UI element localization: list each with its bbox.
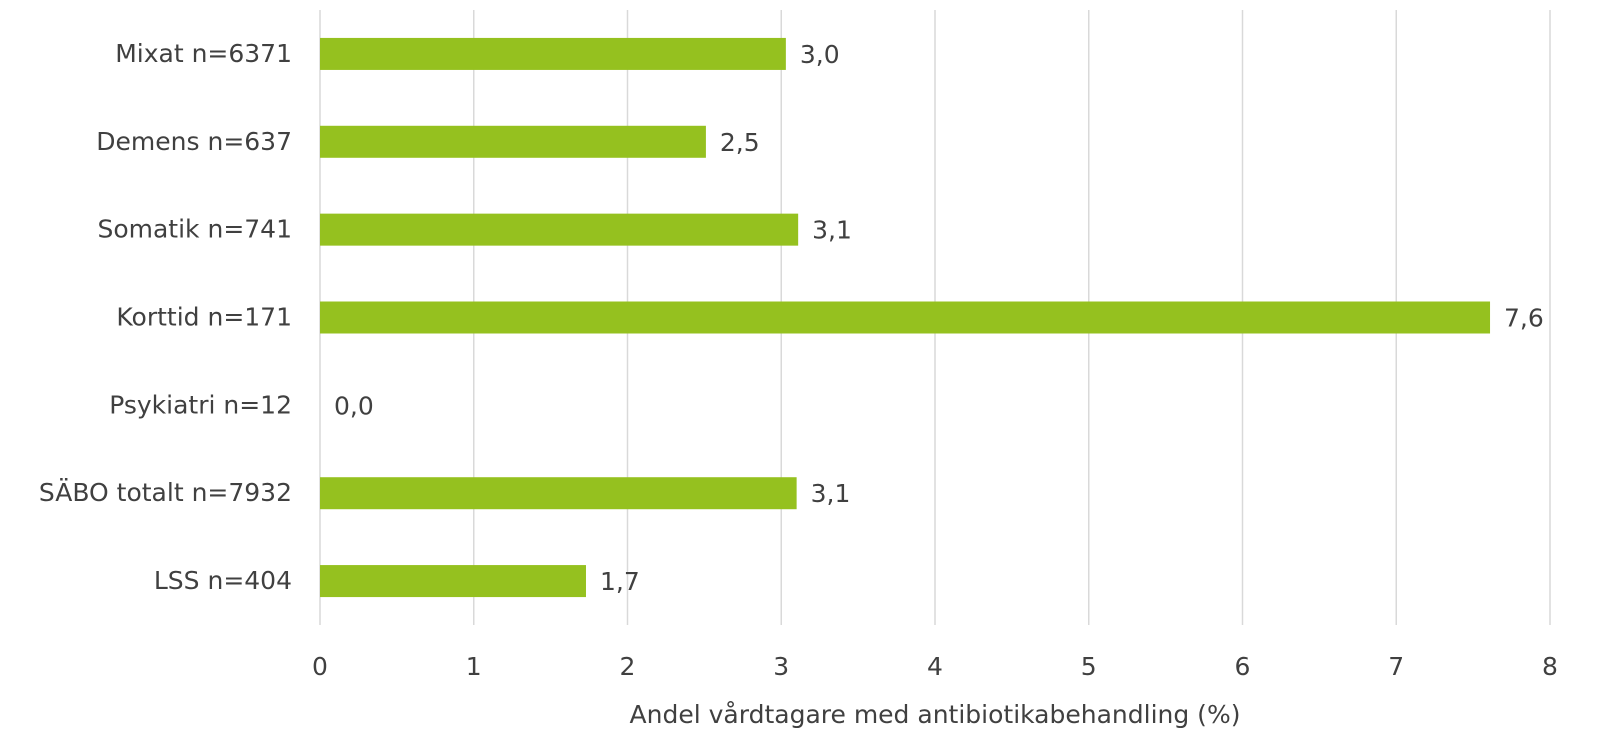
y-tick-label: SÄBO totalt n=7932 bbox=[39, 478, 292, 507]
y-tick-label: Demens n=637 bbox=[96, 127, 292, 156]
x-tick-label: 4 bbox=[927, 652, 943, 681]
bar bbox=[320, 213, 799, 246]
data-label: 3,1 bbox=[811, 479, 851, 508]
x-tick-label: 0 bbox=[312, 652, 328, 681]
x-tick-label: 2 bbox=[620, 652, 636, 681]
bar bbox=[320, 565, 586, 598]
x-axis-label: Andel vårdtagare med antibiotikabehandli… bbox=[630, 700, 1241, 729]
y-tick-label: Mixat n=6371 bbox=[115, 39, 292, 68]
bar bbox=[320, 125, 706, 158]
bar bbox=[320, 477, 797, 510]
x-tick-label: 6 bbox=[1235, 652, 1251, 681]
bar bbox=[320, 37, 786, 70]
data-label: 7,6 bbox=[1504, 304, 1544, 333]
x-tick-label: 3 bbox=[773, 652, 789, 681]
data-label: 3,1 bbox=[812, 216, 852, 245]
y-tick-label: Psykiatri n=12 bbox=[109, 390, 292, 419]
data-label: 3,0 bbox=[800, 40, 840, 69]
x-tick-label: 1 bbox=[466, 652, 482, 681]
y-tick-label: LSS n=404 bbox=[154, 566, 292, 595]
x-tick-label: 8 bbox=[1542, 652, 1558, 681]
data-label: 2,5 bbox=[720, 128, 760, 157]
bar bbox=[320, 301, 1491, 334]
data-label: 1,7 bbox=[600, 567, 640, 596]
x-tick-label: 5 bbox=[1081, 652, 1097, 681]
data-label: 0,0 bbox=[334, 391, 374, 420]
y-tick-label: Korttid n=171 bbox=[116, 303, 292, 332]
y-tick-label: Somatik n=741 bbox=[97, 215, 292, 244]
x-tick-label: 7 bbox=[1388, 652, 1404, 681]
